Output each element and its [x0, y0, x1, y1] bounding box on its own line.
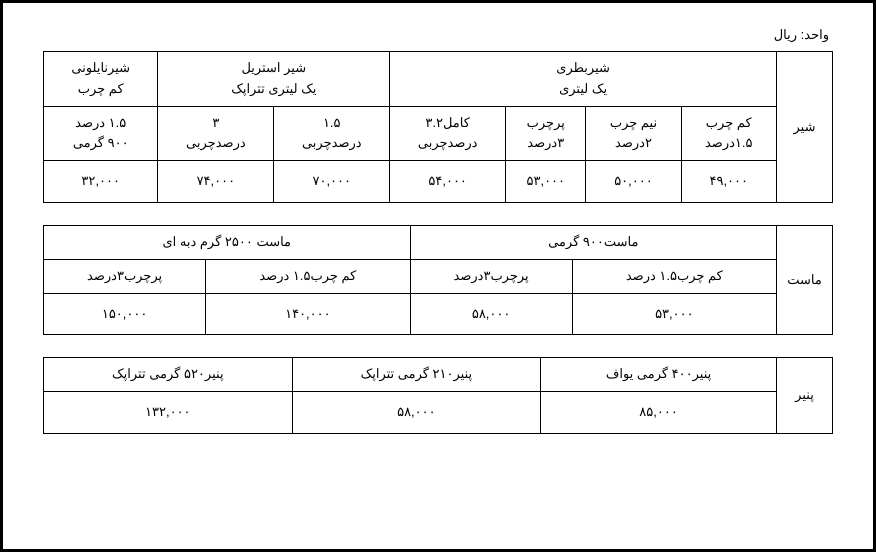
- yogurt-price-3: ۱۴۰,۰۰۰: [206, 293, 410, 335]
- yogurt-sub-1: کم چرب۱.۵ درصد: [572, 259, 776, 293]
- cheese-row-label: پنیر: [777, 358, 833, 434]
- yogurt-sub-4: پرچرب۳درصد: [44, 259, 206, 293]
- milk-group-nylon: شیرنایلونیکم چرب: [44, 52, 158, 107]
- price-document: واحد: ریال شیر شیربطرییک لیتری شیر استری…: [0, 0, 876, 552]
- yogurt-price-1: ۵۳,۰۰۰: [572, 293, 776, 335]
- cheese-table: پنیر پنیر۴۰۰ گرمی یواف پنیر۲۱۰ گرمی تترا…: [43, 357, 833, 434]
- milk-sub-6: ۳درصدچربی: [158, 106, 274, 161]
- yogurt-sub-2: پرچرب۳درصد: [410, 259, 572, 293]
- milk-price-1: ۴۹,۰۰۰: [681, 161, 777, 203]
- yogurt-sub-3: کم چرب۱.۵ درصد: [206, 259, 410, 293]
- yogurt-group-900: ماست۹۰۰ گرمی: [410, 225, 776, 259]
- milk-sub-4: کامل۳.۲درصدچربی: [390, 106, 506, 161]
- milk-row-label: شیر: [777, 52, 833, 203]
- milk-sub-2: نیم چرب۲درصد: [586, 106, 681, 161]
- milk-price-6: ۷۴,۰۰۰: [158, 161, 274, 203]
- yogurt-price-2: ۵۸,۰۰۰: [410, 293, 572, 335]
- milk-price-7: ۳۲,۰۰۰: [44, 161, 158, 203]
- milk-table: شیر شیربطرییک لیتری شیر استریلیک لیتری ت…: [43, 51, 833, 203]
- milk-sub-1: کم چرب۱.۵درصد: [681, 106, 777, 161]
- cheese-h3: پنیر۵۲۰ گرمی تتراپک: [44, 358, 293, 392]
- milk-sub-3: پرچرب۳درصد: [506, 106, 586, 161]
- unit-label: واحد: ریال: [43, 27, 833, 43]
- yogurt-group-2500: ماست ۲۵۰۰ گرم دبه ای: [44, 225, 411, 259]
- yogurt-table: ماست ماست۹۰۰ گرمی ماست ۲۵۰۰ گرم دبه ای ک…: [43, 225, 833, 335]
- cheese-price-1: ۸۵,۰۰۰: [541, 392, 777, 434]
- milk-group-bottle: شیربطرییک لیتری: [390, 52, 777, 107]
- cheese-h1: پنیر۴۰۰ گرمی یواف: [541, 358, 777, 392]
- yogurt-row-label: ماست: [777, 225, 833, 334]
- milk-price-4: ۵۴,۰۰۰: [390, 161, 506, 203]
- milk-sub-7: ۱.۵ درصد۹۰۰ گرمی: [44, 106, 158, 161]
- milk-group-tetra: شیر استریلیک لیتری تتراپک: [158, 52, 390, 107]
- cheese-price-2: ۵۸,۰۰۰: [292, 392, 541, 434]
- cheese-h2: پنیر۲۱۰ گرمی تتراپک: [292, 358, 541, 392]
- milk-sub-5: ۱.۵درصدچربی: [274, 106, 390, 161]
- milk-price-3: ۵۳,۰۰۰: [506, 161, 586, 203]
- milk-price-2: ۵۰,۰۰۰: [586, 161, 681, 203]
- yogurt-price-4: ۱۵۰,۰۰۰: [44, 293, 206, 335]
- milk-price-5: ۷۰,۰۰۰: [274, 161, 390, 203]
- cheese-price-3: ۱۳۲,۰۰۰: [44, 392, 293, 434]
